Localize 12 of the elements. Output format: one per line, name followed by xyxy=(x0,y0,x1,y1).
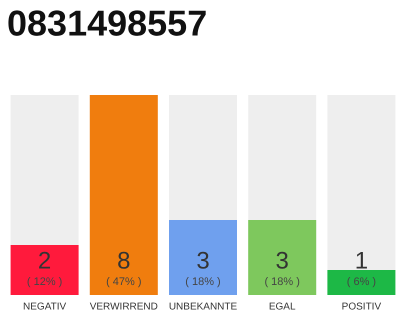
data-label: 2 ( 12% ) xyxy=(26,248,62,288)
data-label: 8 ( 47% ) xyxy=(106,248,142,288)
bar xyxy=(327,270,396,295)
x-tick-label: UNBEKANNTE xyxy=(168,302,238,312)
data-label: 1 ( 6% ) xyxy=(346,248,376,288)
x-tick-label: VERWIRREND xyxy=(90,302,158,312)
data-label: 3 ( 18% ) xyxy=(264,248,300,288)
x-tick-label: NEGATIV xyxy=(23,302,67,312)
data-label: 3 ( 18% ) xyxy=(185,248,221,288)
x-tick-label: EGAL xyxy=(268,302,296,312)
x-tick-label: POSITIV xyxy=(342,302,382,312)
chart-title: 0831498557 xyxy=(7,2,208,44)
